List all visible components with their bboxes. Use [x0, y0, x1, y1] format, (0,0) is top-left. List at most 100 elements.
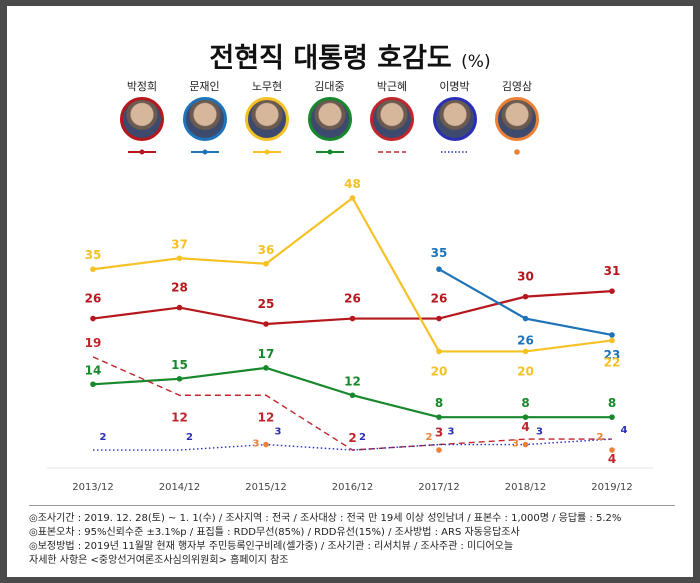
data-label: 8 [521, 396, 529, 410]
note-reference: 자세한 사항은 <중앙선거여론조사심의위원회> 홈페이지 참조 [29, 555, 289, 566]
data-label: 36 [258, 243, 275, 257]
legend-line-sample [514, 149, 520, 155]
data-label: 35 [85, 248, 102, 262]
data-point [90, 266, 96, 273]
data-label: 23 [604, 348, 621, 362]
data-point [609, 337, 615, 344]
data-label: 4 [608, 452, 616, 466]
x-tick-label: 2019/12 [591, 482, 633, 493]
data-point [436, 414, 442, 420]
legend-item: 김영삼 [482, 78, 552, 160]
legend-line-sample [315, 149, 344, 155]
legend-line-sample [128, 149, 156, 155]
data-label: 26 [85, 292, 102, 306]
line-chart: 2013/12 2014/12 2015/12 2016/12 2017/12 2018/… [47, 177, 653, 493]
legend-name: 문재인 [189, 80, 220, 93]
data-label: 2 [359, 432, 366, 443]
data-label: 3 [275, 427, 282, 438]
legend-name: 김대중 [314, 80, 345, 93]
legend-name: 김영삼 [501, 80, 533, 93]
data-point [436, 315, 442, 322]
data-label: 25 [258, 297, 275, 311]
legend-item: 문재인 [170, 78, 240, 160]
series-line-2 [92, 196, 613, 353]
legend-line-sample [190, 149, 219, 155]
legend-item: 박정희 [107, 78, 177, 160]
legend-name: 이명박 [439, 80, 470, 93]
data-point [349, 315, 356, 322]
data-label: 3 [435, 426, 443, 440]
data-point [90, 315, 96, 322]
x-tick-label: 2015/12 [245, 482, 287, 493]
legend-line-sample [440, 151, 469, 153]
legend-name: 박정희 [126, 80, 158, 93]
data-label: 28 [171, 281, 188, 295]
data-point [609, 288, 615, 294]
legend-name: 노무현 [251, 80, 283, 93]
data-label: 22 [604, 355, 621, 369]
data-point [349, 195, 356, 201]
legend-item: 노무현 [232, 78, 302, 160]
legend-line-sample [378, 151, 406, 153]
data-label: 37 [171, 237, 188, 251]
data-point [176, 376, 183, 382]
data-point [263, 365, 269, 371]
x-tick-label: 2017/12 [418, 482, 460, 493]
data-label: 3 [512, 439, 519, 450]
x-tick-label: 2013/12 [72, 482, 114, 493]
data-label: 19 [85, 336, 102, 350]
data-label: 8 [435, 396, 443, 410]
data-point [609, 447, 615, 453]
data-label: 2 [348, 431, 356, 445]
legend-line-sample [253, 149, 281, 155]
data-label: 2 [186, 432, 193, 443]
note-period: ◎조사기간 : 2019. 12. 28(토) ~ 1. 1(수) / 조사지역… [29, 513, 622, 524]
legend-name: 박근혜 [376, 80, 408, 93]
legend-item: 박근혜 [357, 78, 427, 160]
data-point [436, 266, 442, 273]
data-point [263, 321, 269, 327]
data-point [522, 414, 529, 420]
data-point [522, 315, 529, 322]
data-point [436, 447, 442, 453]
data-point [609, 332, 615, 338]
data-label: 4 [521, 420, 529, 434]
x-tick-label: 2014/12 [159, 482, 201, 493]
portrait-avatar [495, 97, 539, 141]
series-line-4 [92, 356, 612, 451]
data-label: 20 [517, 364, 534, 378]
data-label: 2 [100, 432, 107, 443]
data-label: 31 [604, 264, 621, 278]
data-label: 12 [258, 410, 275, 424]
chart-card: 전현직 대통령 호감도 (%) 박정희 문재인 노무현 김대중 박근혜 이명박 김영삼 20… [7, 6, 693, 577]
note-error: ◎표본오차 : 95%신뢰수준 ±3.1%p / 표집틀 : RDD무선(85%… [29, 527, 520, 538]
data-label: 26 [344, 292, 361, 306]
data-label: 3 [448, 427, 455, 438]
legend: 박정희 문재인 노무현 김대중 박근혜 이명박 김영삼 [7, 6, 693, 166]
portrait-avatar [307, 97, 352, 141]
data-label: 17 [258, 347, 275, 361]
data-point [176, 255, 183, 262]
title-unit: (%) [461, 52, 491, 72]
data-point [90, 381, 96, 388]
x-tick-label: 2016/12 [332, 482, 374, 493]
data-point [263, 441, 269, 448]
portrait-avatar [245, 97, 289, 141]
survey-notes: ◎조사기간 : 2019. 12. 28(토) ~ 1. 1(수) / 조사지역… [29, 505, 675, 568]
portrait-avatar [370, 97, 414, 141]
x-tick-label: 2018/12 [505, 482, 547, 493]
data-label: 2 [597, 432, 604, 443]
title-text: 전현직 대통령 호감도 [209, 43, 452, 74]
data-label: 12 [344, 374, 361, 388]
portrait-avatar [432, 97, 477, 141]
legend-item: 이명박 [420, 78, 490, 160]
data-label: 4 [621, 425, 628, 436]
data-label: 35 [431, 246, 448, 260]
data-label: 3 [253, 439, 260, 450]
data-label: 3 [536, 427, 543, 438]
data-point [176, 304, 183, 311]
data-label: 12 [171, 410, 188, 424]
data-label: 8 [608, 396, 616, 410]
data-point [522, 293, 529, 300]
data-point [349, 392, 356, 399]
